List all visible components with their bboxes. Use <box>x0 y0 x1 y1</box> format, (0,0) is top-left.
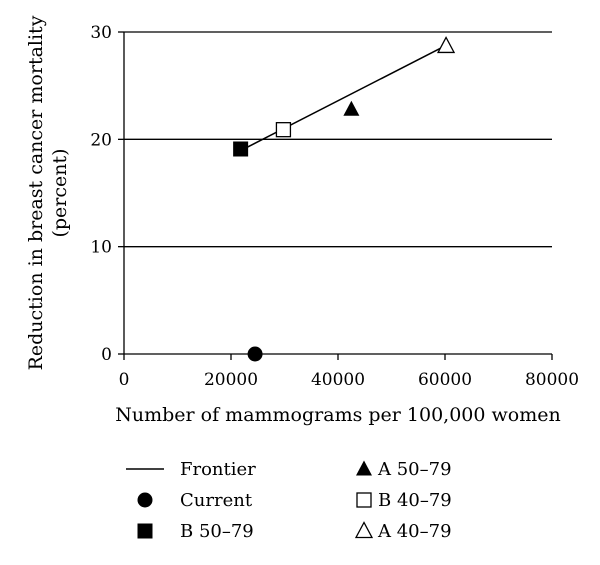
legend-label-current: Current <box>180 490 253 511</box>
legend: Frontier A 50–79 Current B 40–79 B 50–79 A 40… <box>126 459 452 542</box>
y-tick-labels: 0 10 20 30 <box>90 23 112 365</box>
axes <box>118 31 553 360</box>
x-tick-label-4: 80000 <box>525 370 579 390</box>
data-marks <box>233 36 456 362</box>
x-tick-label-1: 20000 <box>204 370 258 390</box>
legend-symbol-a-40-79 <box>354 521 374 539</box>
point-a-50-79 <box>343 100 360 116</box>
legend-label-b-50-79: B 50–79 <box>180 521 254 542</box>
frontier-line <box>241 45 446 151</box>
legend-label-frontier: Frontier <box>180 459 256 480</box>
x-tick-label-3: 60000 <box>418 370 472 390</box>
x-tick-label-0: 0 <box>119 370 130 390</box>
point-b-40-79 <box>275 122 292 138</box>
point-a-40-79 <box>436 36 456 54</box>
legend-symbol-b-40-79 <box>356 492 372 508</box>
y-axis-title-line-1: Reduction in breast cancer mortality <box>25 15 47 370</box>
legend-symbol-b-50-79 <box>137 523 153 539</box>
y-tick-label-3: 30 <box>90 23 112 43</box>
x-tick-label-2: 40000 <box>311 370 365 390</box>
legend-label-a-50-79: A 50–79 <box>377 459 452 480</box>
point-b-50-79 <box>233 141 249 157</box>
point-current <box>247 346 263 362</box>
gridlines <box>124 31 552 248</box>
legend-symbol-a-50-79 <box>356 460 372 476</box>
legend-symbol-current <box>137 492 153 508</box>
y-axis-title-line-2: (percent) <box>49 148 71 237</box>
legend-label-a-40-79: A 40–79 <box>377 521 452 542</box>
y-tick-label-1: 10 <box>90 238 112 258</box>
x-tick-labels: 0 20000 40000 60000 80000 <box>119 370 579 390</box>
x-axis-title: Number of mammograms per 100,000 women <box>115 404 560 426</box>
y-tick-label-0: 0 <box>101 345 112 365</box>
legend-label-b-40-79: B 40–79 <box>378 490 452 511</box>
y-tick-label-2: 20 <box>90 130 112 150</box>
y-axis-title-group: Reduction in breast cancer mortality (pe… <box>25 15 71 370</box>
